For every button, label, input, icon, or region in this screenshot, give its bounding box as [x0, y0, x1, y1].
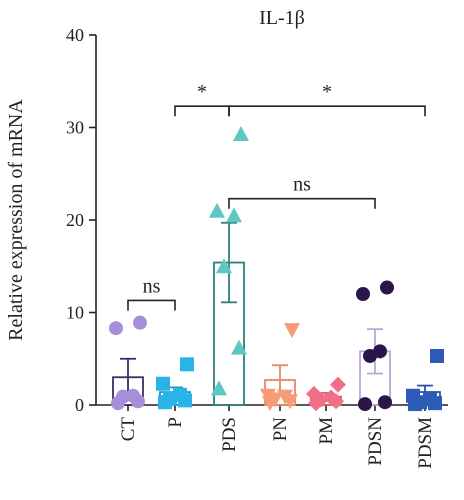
x-tick-label: PDSN	[365, 417, 386, 466]
data-point	[173, 387, 187, 402]
significance-brackets: ns * * ns	[127, 81, 426, 311]
data-point	[133, 315, 147, 330]
significance-bracket	[228, 105, 426, 117]
data-point	[380, 280, 394, 295]
y-tick-label: 30	[66, 118, 84, 138]
x-tick-label: PN	[270, 417, 291, 442]
significance-label: *	[322, 81, 332, 103]
significance-label: *	[197, 81, 207, 103]
data-point	[373, 344, 387, 359]
x-tick-label: PDS	[219, 417, 240, 452]
x-tick-label: CT	[118, 417, 139, 442]
data-point	[260, 388, 276, 404]
data-point	[109, 321, 123, 336]
data-point	[231, 339, 247, 355]
x-ticks: CT P PDS PN PM PDSN PDSM	[118, 405, 436, 469]
data-point	[226, 207, 242, 223]
data-point	[356, 287, 370, 301]
significance-bracket	[127, 299, 176, 311]
error-bars	[120, 221, 433, 402]
x-tick-label: PM	[316, 417, 337, 445]
data-point	[233, 125, 249, 141]
data-point	[378, 395, 392, 410]
data-point	[284, 323, 300, 339]
data-point	[306, 385, 322, 402]
data-point	[358, 397, 372, 412]
y-tick-label: 40	[66, 25, 84, 45]
y-ticks: 0 10 20 30 40	[66, 25, 96, 415]
data-point	[406, 388, 420, 403]
significance-bracket	[228, 197, 376, 209]
y-tick-label: 0	[75, 395, 84, 415]
data-point	[180, 357, 194, 372]
data-points	[109, 125, 444, 412]
data-point	[323, 389, 339, 406]
x-tick-label: P	[165, 417, 186, 428]
y-tick-label: 10	[66, 303, 84, 323]
chart-title: IL-1β	[259, 7, 305, 29]
significance-label: ns	[143, 275, 161, 297]
data-point	[126, 388, 140, 403]
data-point	[430, 348, 444, 363]
data-point	[209, 202, 225, 218]
significance-label: ns	[293, 174, 311, 196]
y-tick-label: 20	[66, 210, 84, 230]
data-point	[156, 376, 170, 391]
data-point	[330, 376, 346, 393]
data-point	[423, 392, 437, 407]
data-point	[277, 389, 293, 405]
x-tick-label: PDSM	[415, 417, 436, 469]
data-point	[216, 258, 232, 274]
data-point	[211, 380, 227, 396]
significance-bracket	[174, 105, 230, 117]
y-axis-label: Relative expression of mRNA	[5, 99, 27, 341]
